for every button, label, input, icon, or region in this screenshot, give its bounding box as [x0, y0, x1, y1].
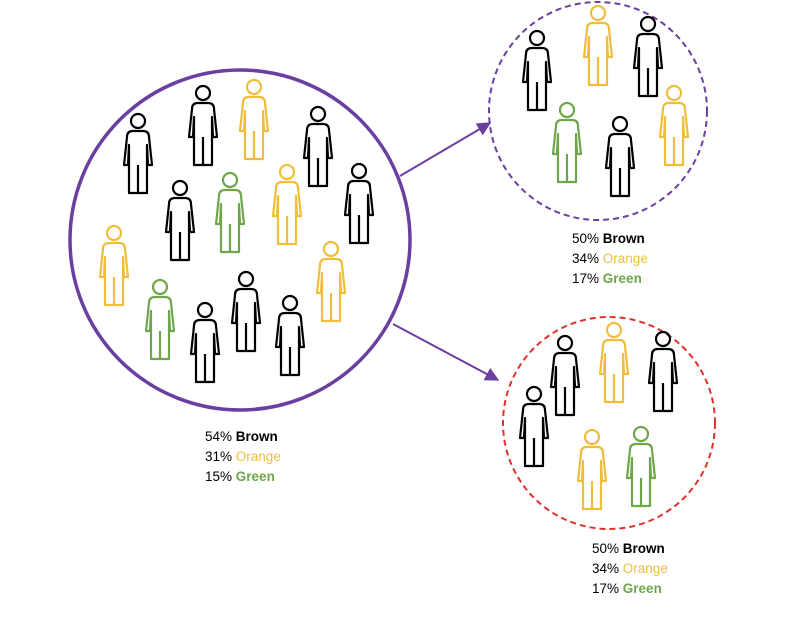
person-icon-orange — [582, 4, 614, 87]
sample-bottom-stats: 50% Brown 34% Orange 17% Green — [592, 539, 668, 599]
person-icon-green — [625, 425, 657, 508]
person-icon-orange — [238, 78, 270, 161]
person-icon-orange — [98, 224, 130, 307]
stat-green: 15% Green — [205, 467, 281, 487]
person-icon-brown — [647, 330, 679, 413]
stat-percent: 50% — [572, 231, 600, 246]
person-icon-brown — [122, 112, 154, 195]
person-icon-brown — [230, 270, 262, 353]
sample-bottom-people — [518, 321, 679, 511]
person-icon-green — [214, 171, 246, 254]
sample-top-people — [521, 4, 690, 198]
person-icon-brown — [632, 15, 664, 98]
stat-label: Green — [235, 469, 275, 484]
person-icon-brown — [302, 105, 334, 188]
person-icon-orange — [598, 321, 630, 404]
person-icon-brown — [164, 179, 196, 262]
person-icon-orange — [576, 428, 608, 511]
person-icon-brown — [274, 294, 306, 377]
stat-percent: 34% — [592, 561, 620, 576]
arrow-to-top-sample — [399, 122, 492, 177]
person-icon-brown — [343, 162, 375, 245]
person-icon-brown — [189, 301, 221, 384]
stat-label: Orange — [602, 251, 648, 266]
stat-green: 17% Green — [572, 269, 648, 289]
stat-orange: 34% Orange — [572, 249, 648, 269]
person-icon-green — [551, 101, 583, 184]
stat-label: Orange — [235, 449, 281, 464]
stat-percent: 15% — [205, 469, 233, 484]
stat-label: Green — [622, 581, 662, 596]
person-icon-brown — [549, 334, 581, 417]
person-icon-brown — [521, 29, 553, 112]
stat-percent: 31% — [205, 449, 233, 464]
stat-brown: 50% Brown — [592, 539, 668, 559]
stat-brown: 50% Brown — [572, 229, 648, 249]
stat-label: Green — [602, 271, 642, 286]
stat-brown: 54% Brown — [205, 427, 281, 447]
person-icon-brown — [187, 84, 219, 167]
person-icon-orange — [271, 163, 303, 246]
population-circle — [68, 68, 412, 412]
population-people — [98, 78, 375, 384]
person-icon-brown — [604, 115, 636, 198]
person-icon-orange — [658, 84, 690, 167]
stat-percent: 50% — [592, 541, 620, 556]
sample-bottom-circle — [502, 316, 716, 530]
sample-top-circle — [488, 1, 708, 221]
stat-label: Brown — [602, 231, 645, 246]
person-icon-brown — [518, 385, 550, 468]
stat-label: Brown — [622, 541, 665, 556]
stat-label: Orange — [622, 561, 668, 576]
stat-label: Brown — [235, 429, 278, 444]
arrow-to-bottom-sample — [392, 323, 500, 381]
stat-percent: 54% — [205, 429, 233, 444]
sample-top-stats: 50% Brown 34% Orange 17% Green — [572, 229, 648, 289]
stat-orange: 31% Orange — [205, 447, 281, 467]
stat-percent: 17% — [572, 271, 600, 286]
stat-orange: 34% Orange — [592, 559, 668, 579]
person-icon-green — [144, 278, 176, 361]
stat-percent: 17% — [592, 581, 620, 596]
population-stats: 54% Brown 31% Orange 15% Green — [205, 427, 281, 487]
person-icon-orange — [315, 240, 347, 323]
stat-percent: 34% — [572, 251, 600, 266]
stat-green: 17% Green — [592, 579, 668, 599]
